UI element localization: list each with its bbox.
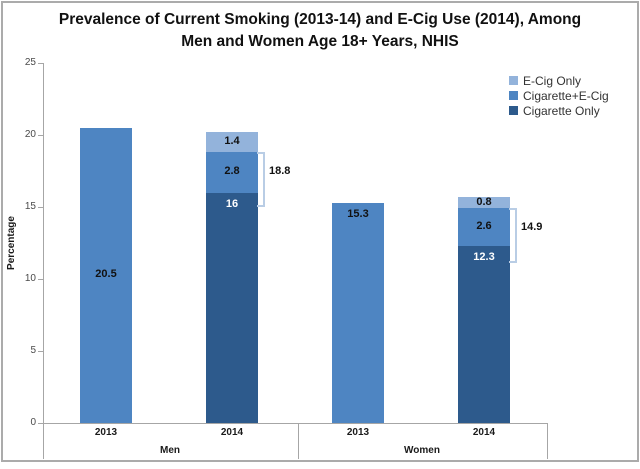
legend-item: Cigarette Only — [509, 103, 609, 118]
bar-value-label: 0.8 — [476, 195, 492, 208]
total-bracket-label: 18.8 — [269, 165, 291, 178]
legend-item: E-Cig Only — [509, 73, 609, 88]
y-tick-label: 15 — [24, 201, 36, 212]
bar-segment-cigarette-e-cig — [206, 152, 258, 193]
bar-value-label: 20.5 — [95, 268, 117, 281]
y-tick-mark — [38, 63, 43, 64]
total-bracket — [257, 152, 265, 208]
y-tick-label: 25 — [24, 57, 36, 68]
bar-segment-cigarette-only — [206, 192, 258, 423]
x-category-label: 2013 — [346, 427, 370, 438]
y-tick-mark — [38, 279, 43, 280]
y-tick-mark — [38, 207, 43, 208]
bar-value-label: 2.6 — [476, 220, 492, 233]
bar-value-label: 12.3 — [473, 250, 495, 263]
legend-swatch-icon — [509, 76, 518, 85]
chart-title-line1: Prevalence of Current Smoking (2013-14) … — [58, 11, 582, 28]
bar-value-label: 2.8 — [224, 165, 240, 178]
legend-swatch-icon — [509, 91, 518, 100]
legend-item-label: Cigarette+E-Cig — [523, 88, 609, 103]
y-tick-label: 5 — [30, 345, 36, 356]
x-category-label: 2014 — [472, 427, 496, 438]
y-tick-mark — [38, 135, 43, 136]
bar-segment-cigarette-e-cig — [80, 127, 132, 423]
bar-value-label: 1.4 — [224, 135, 240, 148]
legend-item-label: E-Cig Only — [523, 73, 582, 88]
bar-segment-cigarette-only — [458, 245, 510, 423]
y-tick-mark — [38, 351, 43, 352]
category-divider-men-women — [298, 423, 299, 459]
x-category-label: 2014 — [220, 427, 244, 438]
bar-segment-cigarette-e-cig — [458, 208, 510, 246]
bar-segment-cigarette-e-cig — [332, 202, 384, 423]
legend-item: Cigarette+E-Cig — [509, 88, 609, 103]
category-divider-right — [547, 423, 548, 459]
x-group-label: Men — [160, 445, 180, 456]
y-tick-label: 10 — [24, 273, 36, 284]
legend-swatch-icon — [509, 106, 518, 115]
y-tick-mark — [38, 423, 43, 424]
chart-title: Prevalence of Current Smoking (2013-14) … — [0, 9, 640, 53]
y-axis-label: Percentage — [6, 216, 17, 270]
y-tick-label: 0 — [30, 417, 36, 428]
chart-title-line2: Men and Women Age 18+ Years, NHIS — [181, 33, 459, 50]
bar-segment-e-cig-only — [206, 132, 258, 153]
y-axis-line — [43, 63, 44, 459]
x-category-label: 2013 — [94, 427, 118, 438]
x-axis-line — [43, 423, 548, 424]
bar-segment-e-cig-only — [458, 196, 510, 209]
total-bracket — [509, 208, 517, 264]
legend-item-label: Cigarette Only — [523, 103, 600, 118]
bar-value-label: 16 — [225, 197, 239, 210]
x-group-label: Women — [404, 445, 440, 456]
y-tick-label: 20 — [24, 129, 36, 140]
bar-value-label: 15.3 — [347, 207, 369, 220]
legend: E-Cig Only Cigarette+E-Cig Cigarette Only — [509, 73, 609, 118]
total-bracket-label: 14.9 — [521, 221, 543, 234]
